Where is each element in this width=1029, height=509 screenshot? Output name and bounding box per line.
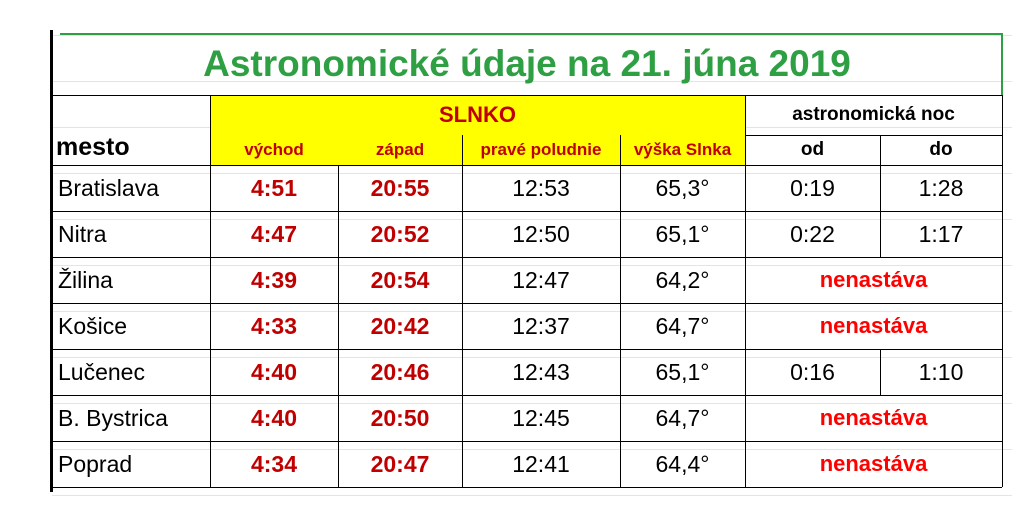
cell: 1:17 bbox=[918, 220, 964, 247]
highlight bbox=[210, 95, 745, 165]
header-cell: západ bbox=[375, 140, 425, 159]
cell: B. Bystrica bbox=[58, 404, 168, 431]
title-border bbox=[1001, 33, 1003, 95]
header-cell: mesto bbox=[56, 133, 130, 161]
cell: 64,7° bbox=[655, 404, 710, 431]
cell: 65,1° bbox=[655, 358, 710, 385]
cell: Košice bbox=[58, 312, 128, 339]
title-border bbox=[60, 33, 1002, 35]
header-cell: pravé poludnie bbox=[480, 140, 602, 159]
border bbox=[52, 165, 1002, 166]
title: Astronomické údaje na 21. júna 2019 bbox=[203, 43, 851, 84]
gridline bbox=[52, 403, 1012, 404]
cell: 12:50 bbox=[512, 220, 570, 247]
border bbox=[338, 165, 339, 487]
border bbox=[52, 303, 1002, 304]
gridline bbox=[52, 449, 1012, 450]
cell: Žilina bbox=[58, 266, 113, 293]
cell: 12:47 bbox=[512, 266, 570, 293]
cell: 4:47 bbox=[250, 220, 298, 247]
header-cell: východ bbox=[244, 140, 304, 159]
gridline bbox=[52, 495, 1012, 496]
gridline bbox=[52, 219, 1012, 220]
cell: nenastáva bbox=[819, 313, 928, 338]
cell: 12:53 bbox=[512, 174, 570, 201]
cell: 64,4° bbox=[655, 450, 710, 477]
cell: 20:52 bbox=[370, 220, 430, 247]
border bbox=[52, 487, 1002, 488]
cell: nenastáva bbox=[819, 405, 928, 430]
border bbox=[880, 135, 881, 165]
border bbox=[52, 257, 1002, 258]
cell: 20:50 bbox=[370, 404, 430, 431]
cell: 0:16 bbox=[790, 358, 835, 385]
cell: 1:28 bbox=[918, 174, 964, 201]
border bbox=[880, 211, 881, 257]
cell: Nitra bbox=[58, 220, 107, 247]
border bbox=[620, 135, 621, 165]
gridline bbox=[52, 265, 1012, 266]
cell: 4:33 bbox=[250, 312, 298, 339]
header-cell: astronomická noc bbox=[792, 104, 955, 125]
cell: 64,2° bbox=[655, 266, 710, 293]
cell: nenastáva bbox=[819, 451, 928, 476]
header-cell: do bbox=[929, 139, 953, 160]
gridline bbox=[52, 173, 1012, 174]
cell: 1:10 bbox=[918, 358, 964, 385]
gridline bbox=[52, 311, 1012, 312]
border bbox=[210, 95, 211, 165]
cell: 12:43 bbox=[512, 358, 570, 385]
cell: 20:54 bbox=[370, 266, 430, 293]
border bbox=[52, 349, 1002, 350]
border bbox=[210, 165, 211, 487]
cell: 4:34 bbox=[250, 450, 298, 477]
cell: 4:40 bbox=[250, 358, 298, 385]
border bbox=[880, 349, 881, 395]
border bbox=[52, 441, 1002, 442]
border bbox=[1002, 95, 1003, 165]
border bbox=[50, 30, 53, 492]
cell: Lučenec bbox=[58, 358, 145, 385]
border bbox=[462, 135, 463, 165]
cell: 64,7° bbox=[655, 312, 710, 339]
cell: 20:47 bbox=[370, 450, 430, 477]
header-cell: SLNKO bbox=[439, 102, 516, 127]
cell: 4:39 bbox=[250, 266, 298, 293]
gridline bbox=[52, 35, 1012, 36]
border bbox=[462, 165, 463, 487]
cell: Poprad bbox=[58, 450, 133, 477]
border bbox=[745, 95, 746, 165]
border bbox=[52, 395, 1002, 396]
cell: 20:55 bbox=[370, 174, 430, 201]
gridline bbox=[52, 81, 1012, 82]
header-cell: výška Slnka bbox=[633, 140, 732, 159]
cell: nenastáva bbox=[819, 267, 928, 292]
cell: 20:46 bbox=[370, 358, 430, 385]
cell: 12:41 bbox=[512, 450, 570, 477]
cell: Bratislava bbox=[58, 174, 159, 201]
cell: 0:22 bbox=[790, 220, 835, 247]
cell: 12:45 bbox=[512, 404, 570, 431]
cell: 65,3° bbox=[655, 174, 710, 201]
border bbox=[52, 211, 1002, 212]
cell: 4:40 bbox=[250, 404, 298, 431]
border bbox=[880, 165, 881, 211]
border bbox=[620, 165, 621, 487]
header-cell: od bbox=[800, 139, 825, 160]
cell: 65,1° bbox=[655, 220, 710, 247]
gridline bbox=[52, 357, 1012, 358]
border bbox=[52, 95, 1002, 96]
border bbox=[745, 165, 746, 487]
cell: 0:19 bbox=[790, 174, 835, 201]
cell: 20:42 bbox=[370, 312, 430, 339]
border bbox=[745, 135, 1002, 136]
cell: 4:51 bbox=[250, 174, 298, 201]
cell: 12:37 bbox=[512, 312, 570, 339]
border bbox=[1002, 165, 1003, 487]
